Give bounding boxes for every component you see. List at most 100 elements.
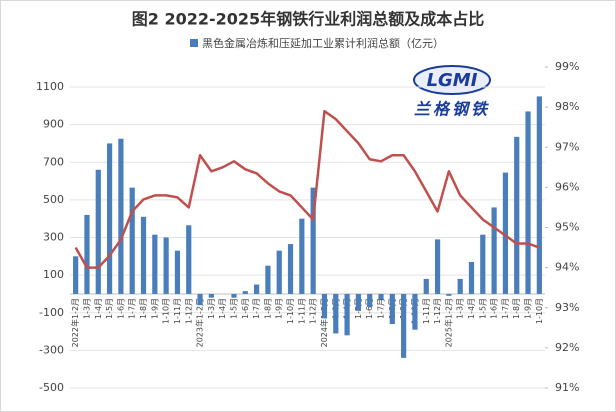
bar (434, 239, 441, 294)
x-tick-label: 1-7月 (252, 298, 261, 319)
bar (536, 96, 542, 294)
y-tick-label: 1100 (36, 80, 64, 93)
logo-mark: LGMI (427, 70, 478, 91)
bar (242, 291, 248, 294)
bar (310, 187, 316, 294)
x-tick-label: 2023年1-2月 (195, 298, 205, 347)
y-tick-label: 900 (43, 118, 64, 131)
x-tick-label: 2024年1-2月 (319, 298, 329, 347)
x-tick-label: 1-6月 (365, 298, 374, 319)
x-tick-label: 1-7月 (501, 298, 510, 319)
x-tick-label: 1-8月 (139, 298, 148, 319)
bar (321, 293, 328, 319)
bar (174, 250, 181, 294)
bar (355, 293, 361, 311)
x-tick-label: 1-6月 (241, 298, 250, 319)
bar (344, 293, 350, 336)
bar (502, 172, 509, 294)
x-tick-label: 2025年1-2月 (443, 298, 453, 347)
chart-title: 图2 2022-2025年钢铁行业利润总额及成本占比 (132, 10, 484, 29)
bar (446, 293, 452, 296)
x-tick-label: 1-10月 (162, 298, 171, 324)
bar (84, 214, 90, 294)
y-tick-label: 500 (43, 193, 64, 206)
y2-tick-label: 96% (555, 180, 579, 193)
bar (231, 293, 237, 298)
bar (389, 293, 395, 325)
bar (333, 293, 339, 334)
bar (118, 138, 124, 294)
bar (186, 225, 192, 294)
bar (140, 216, 147, 294)
x-tick-label: 1-11月 (422, 298, 431, 324)
bar (276, 250, 282, 294)
x-tick-label: 1-12月 (309, 298, 318, 324)
x-tick-label: 1-3月 (82, 298, 91, 319)
x-tick-label: 1-6月 (490, 298, 499, 319)
bar (95, 169, 101, 294)
x-tick-label: 1-10月 (286, 298, 295, 324)
logo-name: 兰格钢铁 (414, 100, 490, 119)
y2-tick-label: 93% (555, 301, 579, 314)
x-tick-label: 1-11月 (297, 298, 306, 324)
bar (514, 136, 520, 294)
y2-tick-label: 91% (555, 381, 579, 394)
y-tick-label: 100 (43, 268, 64, 281)
x-tick-label: 1-9月 (275, 298, 284, 319)
bar (525, 111, 531, 294)
bar (480, 234, 486, 294)
y2-tick-label: 94% (555, 261, 579, 274)
y2-tick-label: 99% (555, 60, 579, 73)
x-tick-label: 1-8月 (512, 298, 521, 319)
bar (265, 265, 271, 294)
x-tick-label: 1-5月 (229, 298, 238, 319)
x-tick-label: 2022年1-2月 (70, 298, 80, 347)
bar (287, 244, 294, 294)
bar (401, 293, 407, 358)
x-tick-label: 1-4月 (94, 298, 103, 319)
bar (491, 207, 497, 294)
legend-label: 黑色金属冶炼和压延加工业累计利润总额（亿元） (202, 36, 444, 50)
line (74, 109, 540, 269)
y2-tick-label: 92% (555, 341, 579, 354)
x-tick-label: 1-10月 (535, 298, 544, 324)
x-tick-label: 1-4月 (218, 298, 227, 319)
legend-swatch (190, 39, 198, 47)
y-tick-label: -100 (39, 306, 64, 319)
x-tick-label: 1-5月 (105, 298, 114, 319)
x-tick-label: 1-7月 (377, 298, 386, 319)
x-tick-label: 1-5月 (478, 298, 487, 319)
bar (457, 278, 463, 294)
y-tick-label: 700 (43, 155, 64, 168)
bar (367, 293, 373, 308)
y2-tick-label: 95% (555, 221, 579, 234)
y-tick-label: -500 (39, 381, 64, 394)
x-tick-label: 1-3月 (207, 298, 216, 319)
bar (106, 143, 113, 294)
y-tick-label: -300 (39, 343, 64, 356)
y2-tick-label: 98% (555, 100, 579, 113)
bar (208, 293, 214, 298)
bar (152, 234, 158, 294)
x-tick-label: 1-9月 (150, 298, 159, 319)
bar (129, 187, 135, 294)
y2-tick-label: 97% (555, 140, 579, 153)
x-tick-label: 1-3月 (456, 298, 465, 319)
bar (412, 293, 418, 330)
bar (73, 256, 79, 294)
x-tick-label: 1-8月 (263, 298, 272, 319)
bar (299, 218, 305, 294)
x-tick-label: 1-6月 (116, 298, 125, 319)
x-tick-label: 1-12月 (184, 298, 193, 324)
bar (163, 237, 169, 294)
bar (197, 293, 203, 306)
y-tick-label: 300 (43, 231, 64, 244)
bar (254, 284, 260, 294)
bar (468, 261, 475, 294)
x-tick-label: 1-4月 (467, 298, 476, 319)
x-tick-label: 1-9月 (524, 298, 533, 319)
x-tick-label: 1-7月 (128, 298, 137, 319)
bar (378, 293, 384, 300)
